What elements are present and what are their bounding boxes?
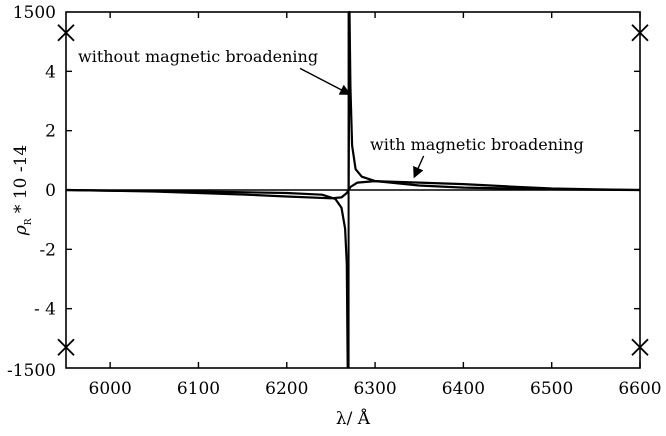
y-axis-title: ρR * 10 -14 — [11, 145, 34, 237]
y-axis-subscript: R — [24, 218, 34, 225]
x-axis-title: λ/ Å — [336, 408, 371, 429]
axis-break-mark — [631, 338, 649, 356]
y-tick-label: - 4 — [34, 300, 56, 320]
axis-break-mark — [631, 24, 649, 42]
x-tick-label: 6500 — [530, 379, 573, 399]
x-tick-label: 6400 — [442, 379, 485, 399]
y-tick-label: 2 — [45, 122, 56, 142]
axis-break-marks — [57, 24, 649, 356]
annotation-arrow — [413, 155, 425, 179]
annotation-label: with magnetic broadening — [370, 135, 584, 154]
axis-break-mark — [57, 338, 75, 356]
series-line-2 — [65, 180, 641, 200]
series-line-1 — [347, 10, 641, 192]
series-line-1 — [65, 188, 349, 369]
y-tick-labels: 4 2 0 -2 - 4 — [34, 62, 56, 319]
annotation-label: without magnetic broadening — [78, 47, 318, 66]
x-tick-label: 6000 — [89, 379, 132, 399]
y-tick-label: -2 — [39, 240, 56, 260]
annotations: without magnetic broadening with magnetic… — [78, 47, 584, 179]
y-tick-label: 4 — [45, 62, 56, 82]
y-axis-suffix: * 10 -14 — [11, 145, 31, 219]
x-tick-label: 6200 — [265, 379, 308, 399]
y-axis-symbol: ρ — [11, 225, 31, 236]
x-tick-labels: 6000 6100 6200 6300 6400 6500 6600 — [89, 379, 662, 399]
y-tick-label: 0 — [45, 181, 56, 201]
x-tick-label: 6300 — [353, 379, 396, 399]
series-group — [65, 10, 641, 369]
axis-break-mark — [57, 24, 75, 42]
x-tick-label: 6600 — [618, 379, 661, 399]
x-tick-label: 6100 — [177, 379, 220, 399]
y-end-label-top: 1500 — [13, 3, 56, 23]
y-end-label-bottom: -1500 — [7, 361, 56, 381]
annotation-arrow — [299, 67, 352, 95]
